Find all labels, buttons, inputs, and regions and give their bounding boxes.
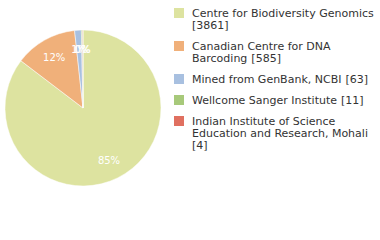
legend-label: Indian Institute of ScienceEducation and… — [192, 115, 368, 152]
slice — [82, 30, 83, 108]
legend-name: Mined from GenBank, NCBI — [192, 73, 341, 86]
slice — [75, 30, 83, 108]
legend-swatch — [174, 95, 184, 105]
legend-swatch — [174, 74, 184, 84]
legend-count: [4] — [192, 139, 208, 152]
legend-swatch — [174, 116, 184, 126]
data-label: 0% — [75, 44, 91, 55]
chart: 85%12%1%0%0%Centre for Biodiversity Geno… — [0, 0, 380, 240]
legend-label: Wellcome Sanger Institute [11] — [192, 94, 364, 107]
data-label: 0% — [74, 44, 90, 55]
legend-swatch — [174, 8, 184, 18]
legend-count: [3861] — [192, 19, 229, 32]
slice — [81, 30, 83, 108]
legend-swatch — [174, 41, 184, 51]
slice — [5, 30, 161, 186]
legend-count: [11] — [341, 94, 364, 107]
legend: Centre for Biodiversity Genomics[3861]Ca… — [174, 7, 374, 152]
legend-count: [63] — [345, 73, 368, 86]
legend-label: Canadian Centre for DNABarcoding[585] — [192, 40, 331, 65]
legend-name: Barcoding — [192, 52, 247, 65]
slice — [21, 30, 83, 108]
legend-count: [585] — [251, 52, 281, 65]
legend-label: Centre for Biodiversity Genomics[3861] — [192, 7, 374, 32]
legend-name: Wellcome Sanger Institute — [192, 94, 337, 107]
pie: 85%12%1%0%0% — [5, 30, 161, 186]
data-label: 12% — [43, 52, 65, 63]
legend-label: Mined from GenBank, NCBI [63] — [192, 73, 368, 86]
legend-name: Education and Research, Mohali — [192, 127, 368, 140]
data-label: 85% — [98, 155, 120, 166]
